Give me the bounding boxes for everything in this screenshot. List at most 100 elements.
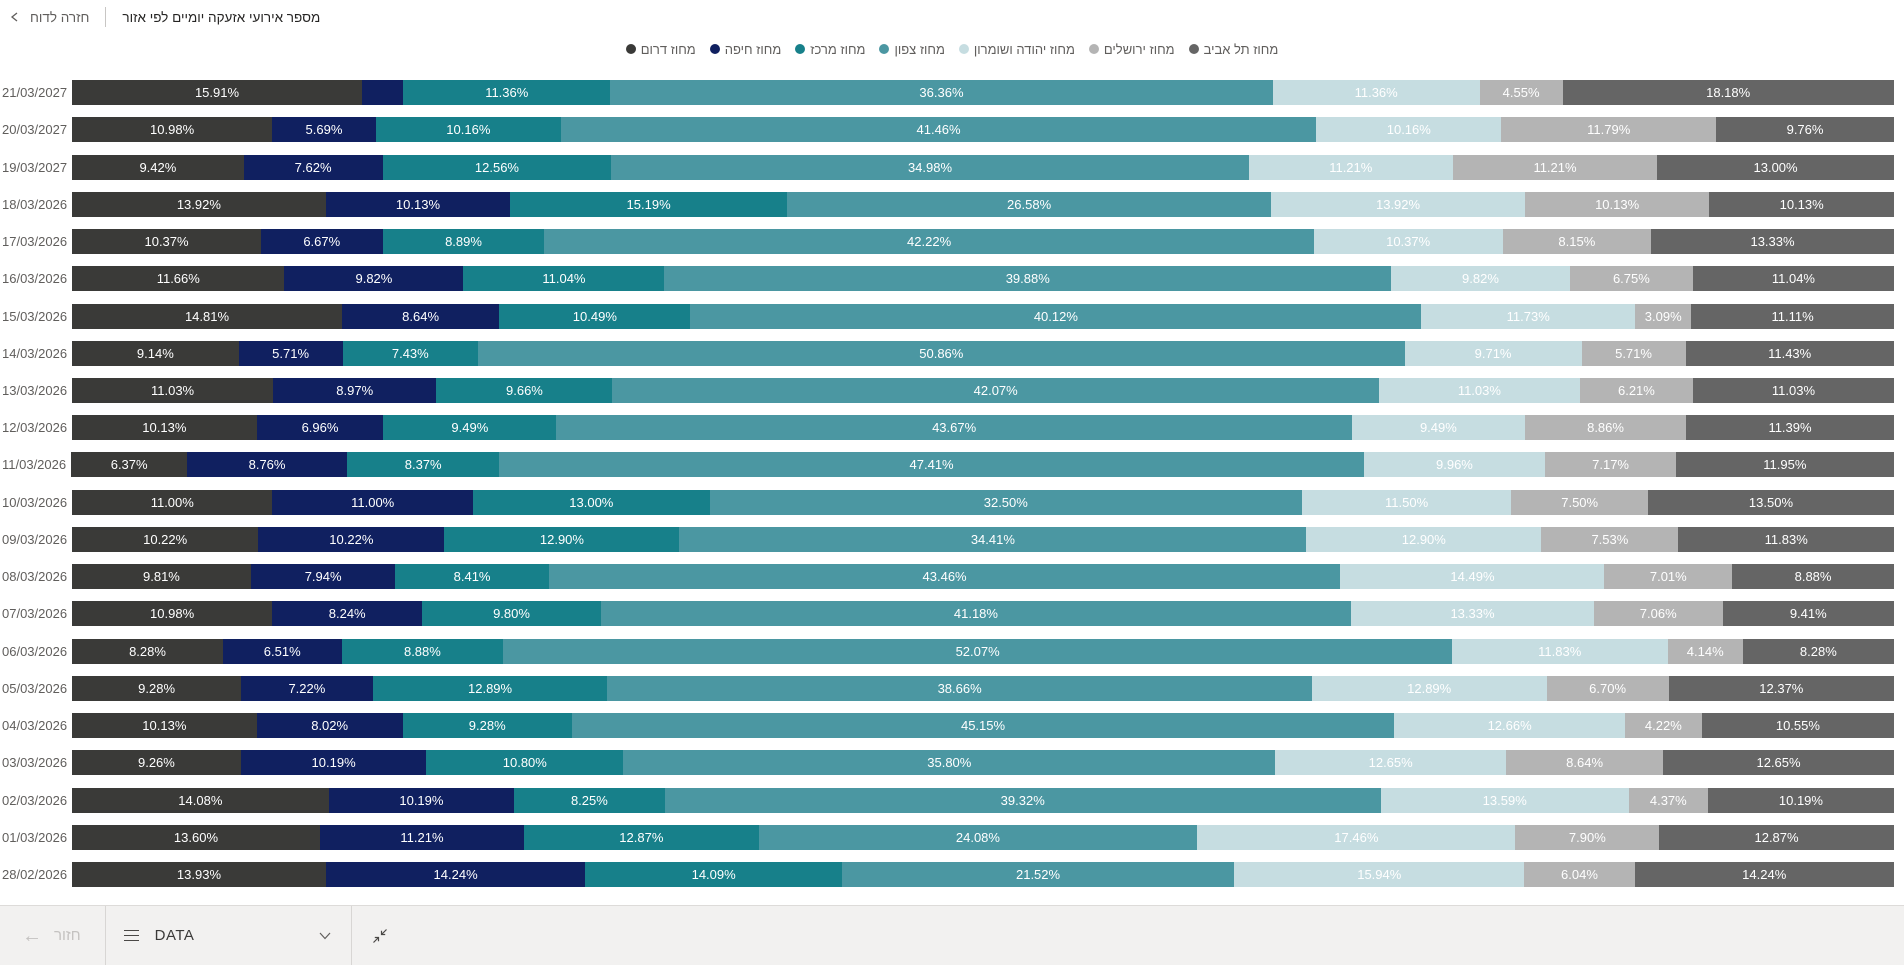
- bar-segment[interactable]: 10.37%: [72, 229, 261, 255]
- bar-segment[interactable]: 9.80%: [422, 601, 601, 627]
- bar-segment[interactable]: 7.43%: [342, 340, 478, 366]
- bar-segment[interactable]: 6.96%: [256, 415, 384, 441]
- bar-segment[interactable]: 15.94%: [1234, 862, 1525, 888]
- bar-segment[interactable]: 13.00%: [1657, 154, 1894, 180]
- bar-segment[interactable]: 12.37%: [1668, 675, 1894, 701]
- bar-segment[interactable]: 9.41%: [1722, 601, 1894, 627]
- bar-segment[interactable]: 42.22%: [544, 229, 1314, 255]
- bar-segment[interactable]: 12.65%: [1663, 750, 1894, 776]
- bar-segment[interactable]: 32.50%: [709, 489, 1302, 515]
- bar-segment[interactable]: 9.49%: [1351, 415, 1525, 441]
- bar-segment[interactable]: 11.00%: [72, 489, 273, 515]
- legend-item[interactable]: מחוז דרום: [625, 42, 696, 57]
- bar-segment[interactable]: 7.06%: [1593, 601, 1723, 627]
- bar-segment[interactable]: 9.49%: [383, 415, 557, 441]
- bar-segment[interactable]: 4.55%: [1479, 80, 1563, 106]
- bar-segment[interactable]: 34.98%: [611, 154, 1249, 180]
- bar-segment[interactable]: 13.92%: [1271, 191, 1525, 217]
- bar-segment[interactable]: 13.59%: [1380, 787, 1629, 813]
- bar-segment[interactable]: 7.50%: [1511, 489, 1648, 515]
- bar-segment[interactable]: 8.28%: [1742, 638, 1894, 664]
- bar-segment[interactable]: 12.90%: [1306, 526, 1542, 552]
- bar-segment[interactable]: 14.09%: [585, 862, 842, 888]
- bar-segment[interactable]: 8.37%: [346, 452, 500, 478]
- legend-item[interactable]: מחוז צפון: [879, 42, 945, 57]
- bar-segment[interactable]: 14.81%: [72, 303, 342, 329]
- bar-segment[interactable]: 6.37%: [71, 452, 188, 478]
- bar-segment[interactable]: 8.76%: [187, 452, 347, 478]
- bar-segment[interactable]: 8.24%: [272, 601, 423, 627]
- bar-segment[interactable]: 15.19%: [510, 191, 787, 217]
- bar-segment[interactable]: 36.36%: [610, 80, 1273, 106]
- bar-segment[interactable]: 14.49%: [1340, 564, 1605, 590]
- bar-segment[interactable]: 10.16%: [1316, 117, 1502, 143]
- bar-segment[interactable]: 5.71%: [1581, 340, 1686, 366]
- bar-segment[interactable]: 11.83%: [1678, 526, 1894, 552]
- bar-segment[interactable]: 10.13%: [325, 191, 511, 217]
- bar-segment[interactable]: 10.16%: [375, 117, 561, 143]
- bar-segment[interactable]: 11.03%: [1693, 377, 1894, 403]
- data-selector-dropdown[interactable]: DATA: [106, 906, 351, 965]
- legend-item[interactable]: מחוז מרכז: [795, 42, 865, 57]
- bar-segment[interactable]: 10.80%: [426, 750, 624, 776]
- bar-segment[interactable]: 41.18%: [600, 601, 1352, 627]
- bar-segment[interactable]: 40.12%: [690, 303, 1422, 329]
- bar-segment[interactable]: 6.21%: [1579, 377, 1693, 403]
- bar-segment[interactable]: [361, 80, 404, 106]
- bar-segment[interactable]: 6.04%: [1524, 862, 1635, 888]
- bar-segment[interactable]: 13.60%: [72, 824, 320, 850]
- bar-segment[interactable]: 4.37%: [1628, 787, 1709, 813]
- back-to-report-button[interactable]: חזרה לדוח: [10, 10, 89, 25]
- bar-segment[interactable]: 8.64%: [1505, 750, 1664, 776]
- bar-segment[interactable]: 6.70%: [1546, 675, 1669, 701]
- bar-segment[interactable]: 8.41%: [395, 564, 549, 590]
- bar-segment[interactable]: 8.88%: [1732, 564, 1894, 590]
- bar-segment[interactable]: 12.65%: [1275, 750, 1506, 776]
- bar-segment[interactable]: 13.93%: [72, 862, 326, 888]
- bar-segment[interactable]: 7.17%: [1545, 452, 1676, 478]
- bar-segment[interactable]: 11.36%: [1272, 80, 1480, 106]
- bar-segment[interactable]: 8.88%: [341, 638, 504, 664]
- bar-segment[interactable]: 9.14%: [72, 340, 239, 366]
- bar-segment[interactable]: 12.87%: [1659, 824, 1894, 850]
- bar-segment[interactable]: 10.13%: [1524, 191, 1710, 217]
- bar-segment[interactable]: 8.89%: [382, 229, 545, 255]
- bar-segment[interactable]: 9.82%: [1391, 266, 1570, 292]
- bar-segment[interactable]: 5.71%: [238, 340, 343, 366]
- bar-segment[interactable]: 7.01%: [1604, 564, 1733, 590]
- bar-segment[interactable]: 21.52%: [842, 862, 1235, 888]
- bar-segment[interactable]: 18.18%: [1562, 80, 1894, 106]
- bar-segment[interactable]: 26.58%: [786, 191, 1272, 217]
- bar-segment[interactable]: 11.03%: [72, 377, 274, 403]
- bar-segment[interactable]: 5.69%: [272, 117, 376, 143]
- bar-segment[interactable]: 6.75%: [1569, 266, 1693, 292]
- bar-segment[interactable]: 10.13%: [72, 713, 257, 739]
- bar-segment[interactable]: 11.43%: [1685, 340, 1894, 366]
- bar-segment[interactable]: 10.55%: [1701, 713, 1894, 739]
- bar-segment[interactable]: 11.04%: [463, 266, 665, 292]
- bar-segment[interactable]: 8.28%: [72, 638, 223, 664]
- bar-segment[interactable]: 12.56%: [382, 154, 612, 180]
- bar-segment[interactable]: 13.50%: [1648, 489, 1894, 515]
- bar-segment[interactable]: 9.81%: [72, 564, 251, 590]
- bar-segment[interactable]: 14.24%: [325, 862, 586, 888]
- bar-segment[interactable]: 10.19%: [328, 787, 515, 813]
- bar-segment[interactable]: 43.67%: [556, 415, 1352, 441]
- collapse-view-button[interactable]: [352, 906, 408, 965]
- bar-segment[interactable]: 9.96%: [1363, 452, 1546, 478]
- bar-segment[interactable]: 11.11%: [1691, 303, 1894, 329]
- bar-segment[interactable]: 8.64%: [341, 303, 500, 329]
- bar-segment[interactable]: 11.00%: [272, 489, 473, 515]
- bar-segment[interactable]: 11.39%: [1686, 415, 1894, 441]
- bar-segment[interactable]: 34.41%: [679, 526, 1307, 552]
- bar-segment[interactable]: 12.87%: [524, 824, 759, 850]
- bar-segment[interactable]: 11.50%: [1301, 489, 1512, 515]
- bar-segment[interactable]: 10.98%: [72, 117, 273, 143]
- toolbar-back-button[interactable]: ← חזור: [0, 906, 105, 965]
- bar-segment[interactable]: 11.36%: [403, 80, 611, 106]
- bar-segment[interactable]: 42.07%: [612, 377, 1379, 403]
- bar-segment[interactable]: 8.97%: [273, 377, 437, 403]
- bar-segment[interactable]: 10.22%: [258, 526, 445, 552]
- bar-segment[interactable]: 10.13%: [72, 415, 257, 441]
- bar-segment[interactable]: 7.90%: [1515, 824, 1660, 850]
